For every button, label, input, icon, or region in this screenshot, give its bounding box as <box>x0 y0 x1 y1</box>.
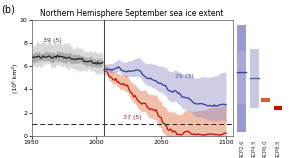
Text: RCP4.5: RCP4.5 <box>252 140 257 158</box>
Text: 29 (3): 29 (3) <box>175 74 194 79</box>
Text: RCP6.0: RCP6.0 <box>263 140 268 158</box>
Bar <box>250 49 259 108</box>
Bar <box>238 51 246 104</box>
Text: RCP2.6: RCP2.6 <box>239 140 244 158</box>
Bar <box>238 25 246 131</box>
Y-axis label: (10⁶ km²): (10⁶ km²) <box>12 63 18 92</box>
Text: 37 (5): 37 (5) <box>123 115 142 120</box>
Text: RCP8.5: RCP8.5 <box>275 140 281 158</box>
Text: (b): (b) <box>2 5 15 15</box>
Title: Northern Hemisphere September sea ice extent: Northern Hemisphere September sea ice ex… <box>40 9 224 18</box>
Text: 39 (5): 39 (5) <box>43 38 62 43</box>
